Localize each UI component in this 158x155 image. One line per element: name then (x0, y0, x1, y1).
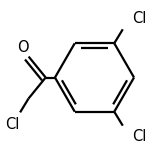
Text: Cl: Cl (132, 129, 147, 144)
Text: O: O (17, 40, 29, 55)
Text: Cl: Cl (5, 117, 20, 132)
Text: Cl: Cl (132, 11, 147, 26)
